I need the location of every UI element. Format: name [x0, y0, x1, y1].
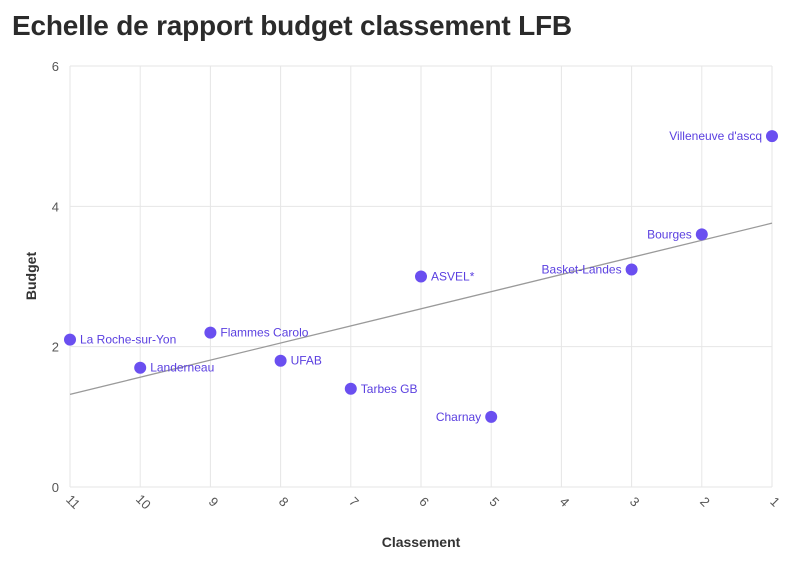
x-axis-title: Classement	[382, 534, 461, 550]
data-point-label: Landerneau	[150, 361, 214, 375]
y-tick-label: 0	[52, 480, 59, 495]
data-point	[415, 270, 427, 283]
chart-title: Echelle de rapport budget classement LFB	[12, 10, 572, 41]
data-point	[695, 228, 708, 241]
data-point	[485, 410, 498, 423]
x-tick-label: 2	[697, 494, 713, 510]
data-point	[274, 354, 287, 367]
x-axis-ticks: 11 10 9 8 7 6 5 4 3 2 1	[63, 491, 783, 512]
data-points: La Roche-sur-Yon Landerneau Flammes Carolo…	[64, 129, 778, 424]
x-tick-label: 4	[557, 494, 573, 510]
data-point	[64, 333, 76, 346]
data-point-label: UFAB	[291, 354, 322, 368]
data-point-label: Basket-Landes	[542, 262, 622, 276]
x-tick-label: 6	[416, 494, 432, 510]
x-tick-label: 7	[346, 494, 362, 510]
data-point-label: Charnay	[436, 410, 481, 424]
data-point	[625, 263, 638, 276]
data-point-label: Villeneuve d'ascq	[669, 129, 762, 143]
y-axis-ticks: 0 2 4 6	[52, 59, 59, 495]
data-point	[766, 130, 778, 143]
y-tick-label: 6	[52, 59, 59, 74]
data-point	[204, 326, 217, 339]
y-tick-label: 2	[52, 340, 59, 355]
data-point	[134, 361, 147, 374]
x-tick-label: 8	[276, 494, 292, 510]
trendline	[69, 222, 773, 396]
x-tick-label: 1	[767, 494, 783, 510]
x-tick-label: 3	[627, 494, 643, 510]
data-point-label: Bourges	[647, 227, 692, 241]
data-point-label: Flammes Carolo	[220, 326, 308, 340]
data-point-label: ASVEL*	[431, 270, 475, 284]
data-point	[344, 382, 357, 395]
data-point-label: Tarbes GB	[361, 382, 418, 396]
trendline-group	[69, 222, 773, 396]
x-tick-label: 5	[487, 494, 503, 510]
y-axis-title: Budget	[23, 252, 39, 301]
x-tick-label: 11	[63, 492, 83, 512]
x-tick-label: 9	[206, 494, 222, 510]
y-tick-label: 4	[52, 199, 59, 214]
data-point-label: La Roche-sur-Yon	[80, 333, 176, 347]
x-tick-label: 10	[133, 491, 154, 512]
grid	[69, 65, 773, 488]
